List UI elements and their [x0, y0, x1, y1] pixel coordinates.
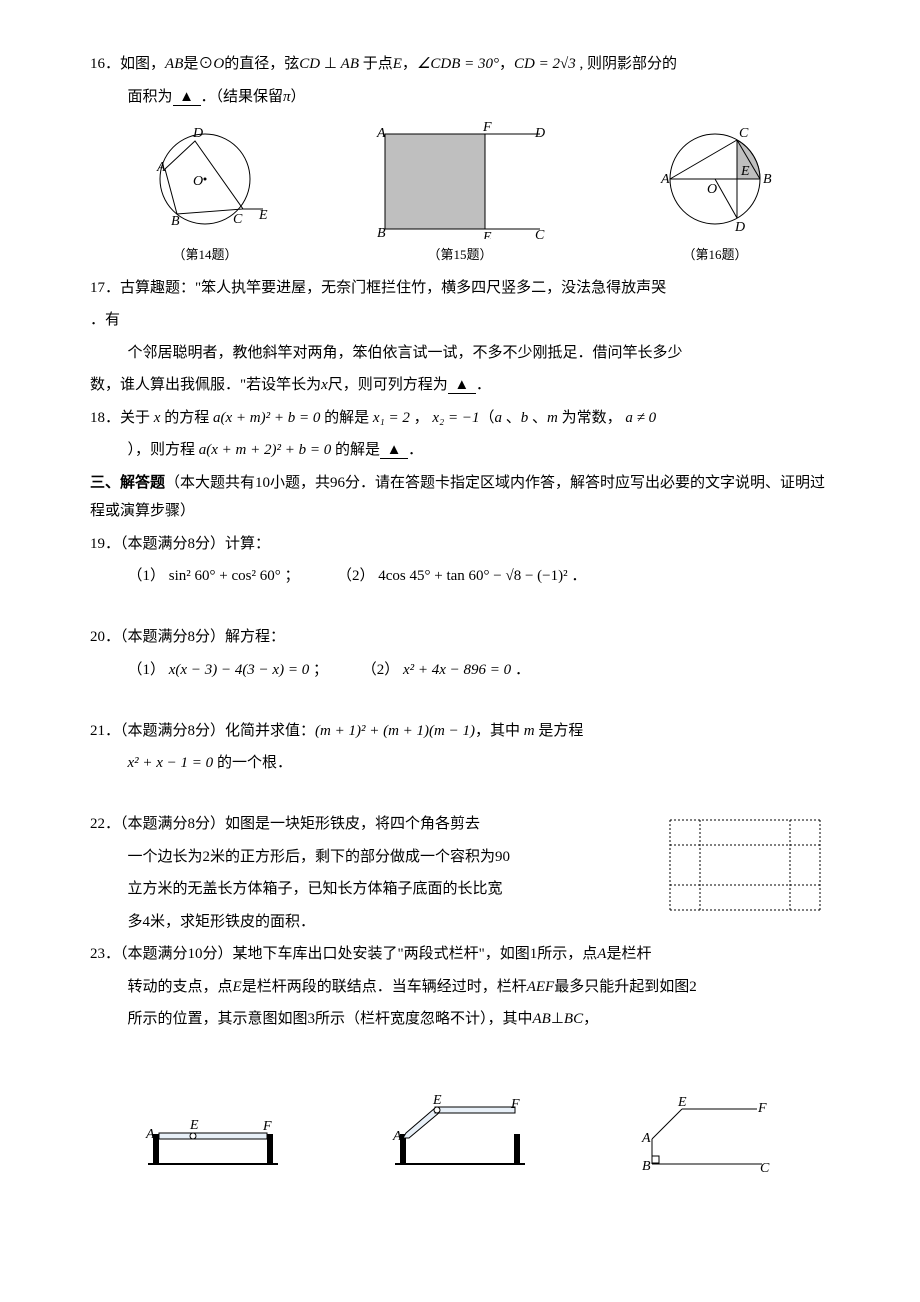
svg-text:B: B: [763, 172, 772, 187]
svg-text:A: A: [156, 160, 166, 175]
q23-l2: 转动的支点，点E是栏杆两段的联结点．当车辆经过时，栏杆AEF最多只能升起到如图2: [90, 973, 830, 1002]
q18-num: 18．: [90, 410, 120, 426]
bar-figure-row: A E F A E F A B C: [90, 1094, 830, 1174]
q20-parts: （1） x(x − 3) − 4(3 − x) = 0 ； （2） x² + 4…: [90, 656, 830, 685]
fig14-label: （第14题）: [135, 243, 275, 268]
figure-row-1: A B C D E O （第14题） A B C D E F （第15题）: [90, 119, 830, 268]
svg-text:E: E: [432, 1094, 442, 1108]
section-3-header: 三、解答题（本大题共有10小题，共96分．请在答题卡指定区域内作答，解答时应写出…: [90, 469, 830, 526]
svg-text:O: O: [193, 174, 203, 189]
q22-diagram: [660, 810, 830, 920]
svg-text:F: F: [482, 120, 492, 135]
q18-blank: ▲: [380, 443, 408, 459]
fig-14: A B C D E O （第14题）: [135, 119, 275, 268]
svg-text:C: C: [535, 228, 545, 239]
q17-blank: ▲: [448, 378, 476, 394]
question-21: 21．（本题满分8分）化简并求值：(m + 1)² + (m + 1)(m − …: [90, 717, 830, 746]
question-23: 23．（本题满分10分）某地下车库出口处安装了"两段式栏杆"，如图1所示，点A是…: [90, 940, 830, 969]
svg-text:B: B: [377, 226, 386, 239]
svg-text:C: C: [233, 212, 243, 227]
q21-l2: x² + x − 1 = 0 的一个根．: [90, 749, 830, 778]
q19-num: 19．: [90, 536, 120, 552]
q23-l3: 所示的位置，其示意图如图3所示（栏杆宽度忽略不计），其中AB⊥BC，: [90, 1005, 830, 1034]
svg-text:A: A: [145, 1127, 155, 1142]
question-22-wrap: 22．（本题满分8分）如图是一块矩形铁皮，将四个角各剪去 一个边长为2米的正方形…: [90, 810, 830, 940]
question-16: 16．如图，AB是⊙O的直径，弦CD ⊥ AB 于点E，∠CDB = 30°，C…: [90, 50, 830, 79]
svg-text:F: F: [510, 1097, 520, 1112]
fig16-label: （第16题）: [645, 243, 785, 268]
q17-l2: 个邻居聪明者，教他斜竿对两角，笨伯依言试一试，不多不少刚抵足．借问竿长多少: [90, 339, 830, 368]
svg-text:F: F: [262, 1119, 272, 1134]
svg-text:E: E: [740, 164, 750, 179]
q22-num: 22．: [90, 816, 120, 832]
bar-fig-3: A B C E F: [632, 1094, 782, 1174]
question-22: 22．（本题满分8分）如图是一块矩形铁皮，将四个角各剪去: [90, 810, 640, 839]
question-19: 19．（本题满分8分）计算：: [90, 530, 830, 559]
svg-text:C: C: [760, 1161, 770, 1174]
svg-text:A: A: [376, 126, 386, 141]
svg-text:E: E: [482, 230, 492, 239]
q17-num: 17．: [90, 280, 120, 296]
svg-text:D: D: [534, 126, 545, 141]
sec3-desc: （本大题共有10小题，共96分．请在答题卡指定区域内作答，解答时应写出必要的文字…: [90, 475, 825, 520]
q19-parts: （1） sin² 60° + cos² 60° ； （2） 4cos 45° +…: [90, 562, 830, 591]
fig-15: A B C D E F （第15题）: [365, 119, 555, 268]
svg-text:B: B: [171, 214, 180, 229]
fig15-label: （第15题）: [365, 243, 555, 268]
svg-text:E: E: [258, 208, 268, 223]
bar-fig-2: A E F: [385, 1094, 535, 1174]
svg-text:B: B: [642, 1159, 651, 1174]
q16-blank: ▲: [173, 90, 201, 106]
svg-text:D: D: [192, 126, 203, 141]
q17-l3: 数，谁人算出我佩服．"若设竿长为x尺，则可列方程为▲．: [90, 371, 830, 400]
q18-l2: ），则方程 a(x + m + 2)² + b = 0 的解是▲．: [90, 436, 830, 465]
svg-text:A: A: [660, 172, 670, 187]
svg-text:D: D: [734, 220, 745, 235]
q16-text: 如图，AB是⊙O的直径，弦CD ⊥ AB 于点E，∠CDB = 30°，CD =…: [120, 56, 677, 72]
svg-text:C: C: [739, 126, 749, 141]
question-20: 20．（本题满分8分）解方程：: [90, 623, 830, 652]
svg-text:E: E: [677, 1095, 687, 1110]
bar-fig-1: A E F: [138, 1104, 288, 1174]
svg-text:E: E: [189, 1118, 199, 1133]
q23-num: 23．: [90, 946, 120, 962]
svg-text:O: O: [707, 182, 717, 197]
svg-text:A: A: [392, 1129, 402, 1144]
sec3-title: 三、解答题: [90, 475, 165, 491]
q21-num: 21．: [90, 723, 120, 739]
q20-num: 20．: [90, 629, 120, 645]
q16-line2: 面积为▲．（结果保留π）: [90, 83, 830, 112]
svg-text:F: F: [757, 1101, 767, 1116]
q16-num: 16．: [90, 56, 120, 72]
question-17: 17．古算趣题："笨人执竿要进屋，无奈门框拦住竹，横多四尺竖多二，没法急得放声哭: [90, 274, 830, 303]
question-18: 18．关于 x 的方程 a(x + m)² + b = 0 的解是 x₁ = 2…: [90, 404, 830, 433]
fig-16: A B C D E O （第16题）: [645, 119, 785, 268]
svg-text:A: A: [641, 1131, 651, 1146]
q17-l1b: ．有: [90, 306, 830, 335]
